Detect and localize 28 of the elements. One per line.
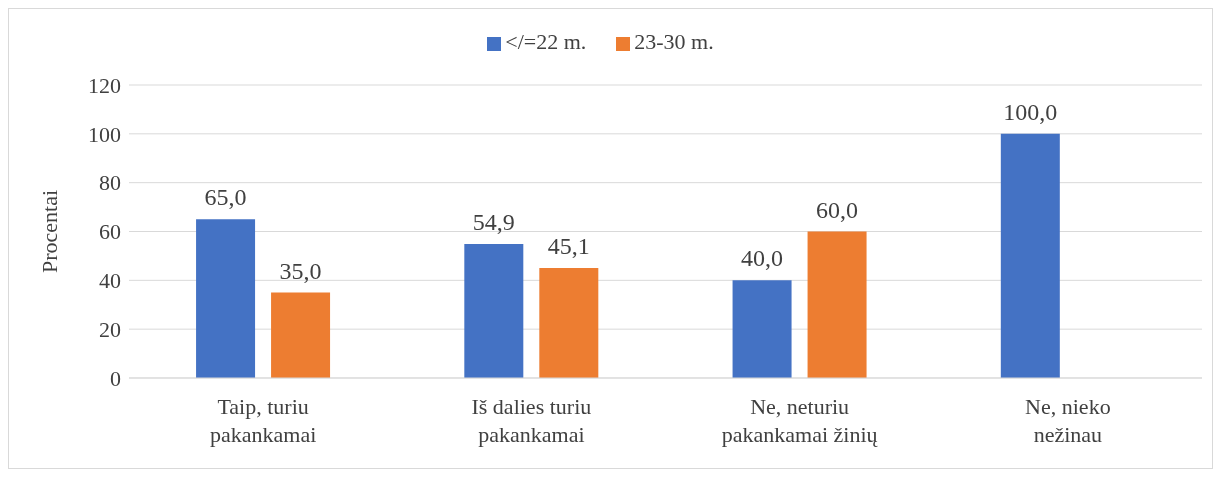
y-tick-label: 80 (99, 170, 121, 196)
x-tick-label: Ne, nieko nežinau (1025, 394, 1111, 447)
bar (539, 267, 599, 378)
bar (271, 292, 331, 378)
bar (807, 231, 867, 378)
y-tick-label: 40 (99, 268, 121, 294)
x-tick-label: Iš dalies turiu pakankamai (471, 394, 592, 447)
y-tick-label: 0 (110, 365, 121, 391)
bar (464, 243, 524, 378)
data-label: 100,0 (1003, 98, 1058, 125)
data-label: 60,0 (816, 196, 859, 223)
y-tick-label: 100 (88, 121, 121, 147)
x-tick-label: Ne, neturiu pakankamai žinių (721, 394, 879, 447)
data-label: 54,9 (472, 208, 515, 235)
data-label: 45,1 (547, 232, 590, 259)
y-axis-title: Procentai (36, 189, 62, 274)
data-label: 35,0 (279, 257, 322, 284)
x-tick-label: Taip, turiu pakankamai (209, 394, 317, 447)
bar (732, 280, 792, 378)
y-tick-label: 60 (99, 219, 121, 245)
legend-label: 23-30 m. (634, 29, 714, 54)
bar (1000, 133, 1060, 378)
bar (196, 219, 256, 378)
data-label: 65,0 (204, 184, 247, 211)
y-tick-label: 20 (99, 316, 121, 342)
y-tick-label: 120 (88, 72, 121, 98)
data-label: 40,0 (741, 245, 784, 272)
legend-label: </=22 m. (505, 29, 587, 54)
